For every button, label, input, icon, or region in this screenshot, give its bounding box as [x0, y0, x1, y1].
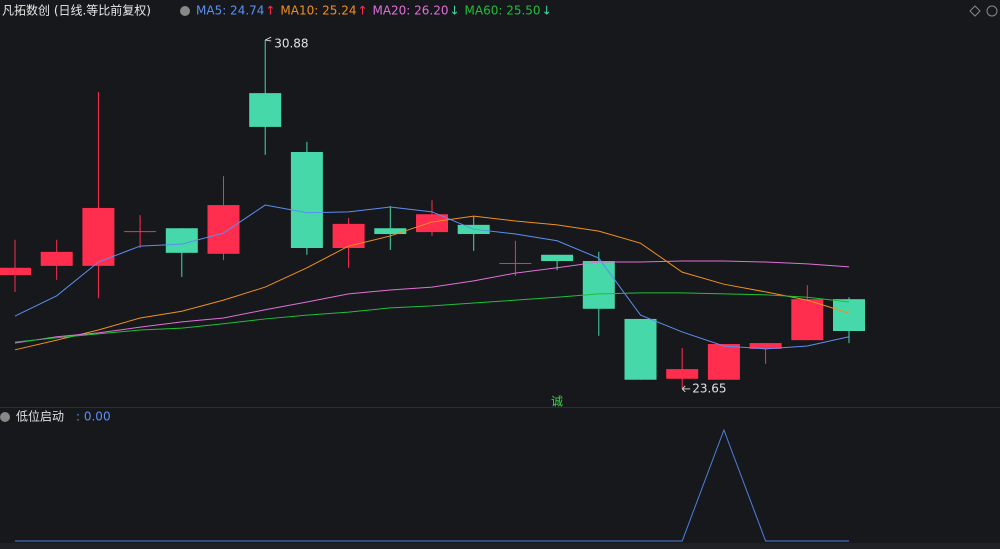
ma-line: [14, 292, 850, 343]
candle-body: [791, 299, 824, 341]
close-icon[interactable]: [986, 5, 998, 17]
legend-trend: ↑: [357, 4, 367, 18]
diamond-icon[interactable]: [969, 5, 981, 17]
indicator-line: [15, 428, 849, 542]
candle-body: [666, 369, 699, 379]
legend-label: MA5: 24.74: [196, 4, 264, 18]
low-arrow: [681, 385, 691, 393]
candle-body: [541, 254, 574, 262]
legend-label: MA10: 25.24: [280, 4, 356, 18]
legend-label: MA20: 26.20: [372, 4, 448, 18]
candle-body: [833, 299, 865, 332]
candle-body: [290, 151, 323, 249]
ma-line: [14, 204, 850, 350]
candle-body: [499, 262, 532, 264]
high-label: 30.88: [274, 37, 308, 51]
legend-label: MA60: 25.50: [465, 4, 541, 18]
candle-body: [82, 207, 115, 266]
candle-body: [707, 344, 740, 380]
candle-body: [624, 318, 657, 380]
settings-icon[interactable]: [180, 6, 190, 16]
candle-body: [207, 205, 240, 254]
low-label: 23.65: [692, 381, 726, 395]
candle-body: [582, 261, 615, 309]
indicator-value: : 0.00: [76, 410, 111, 424]
candle-body: [0, 267, 31, 276]
candle-body: [749, 343, 782, 349]
indicator-name: 低位启动: [16, 409, 64, 424]
ma-line: [14, 260, 850, 344]
candle-body: [165, 228, 198, 253]
candle-body: [40, 251, 73, 266]
signal-marker: 诚: [551, 395, 563, 409]
ma-line: [14, 215, 850, 351]
candle-body: [124, 231, 157, 233]
indicator-icon[interactable]: [0, 412, 10, 422]
legend-trend: ↑: [265, 4, 275, 18]
candle-body: [249, 93, 282, 127]
bottom-strip: [0, 543, 1000, 549]
chart-title: 凡拓数创 (日线.等比前复权): [2, 3, 151, 18]
legend-trend: ↓: [542, 4, 552, 18]
candle-body: [332, 223, 365, 249]
legend-trend: ↓: [450, 4, 460, 18]
high-arrow: [264, 36, 272, 42]
candle-body: [374, 228, 407, 235]
candle-body: [416, 214, 448, 233]
